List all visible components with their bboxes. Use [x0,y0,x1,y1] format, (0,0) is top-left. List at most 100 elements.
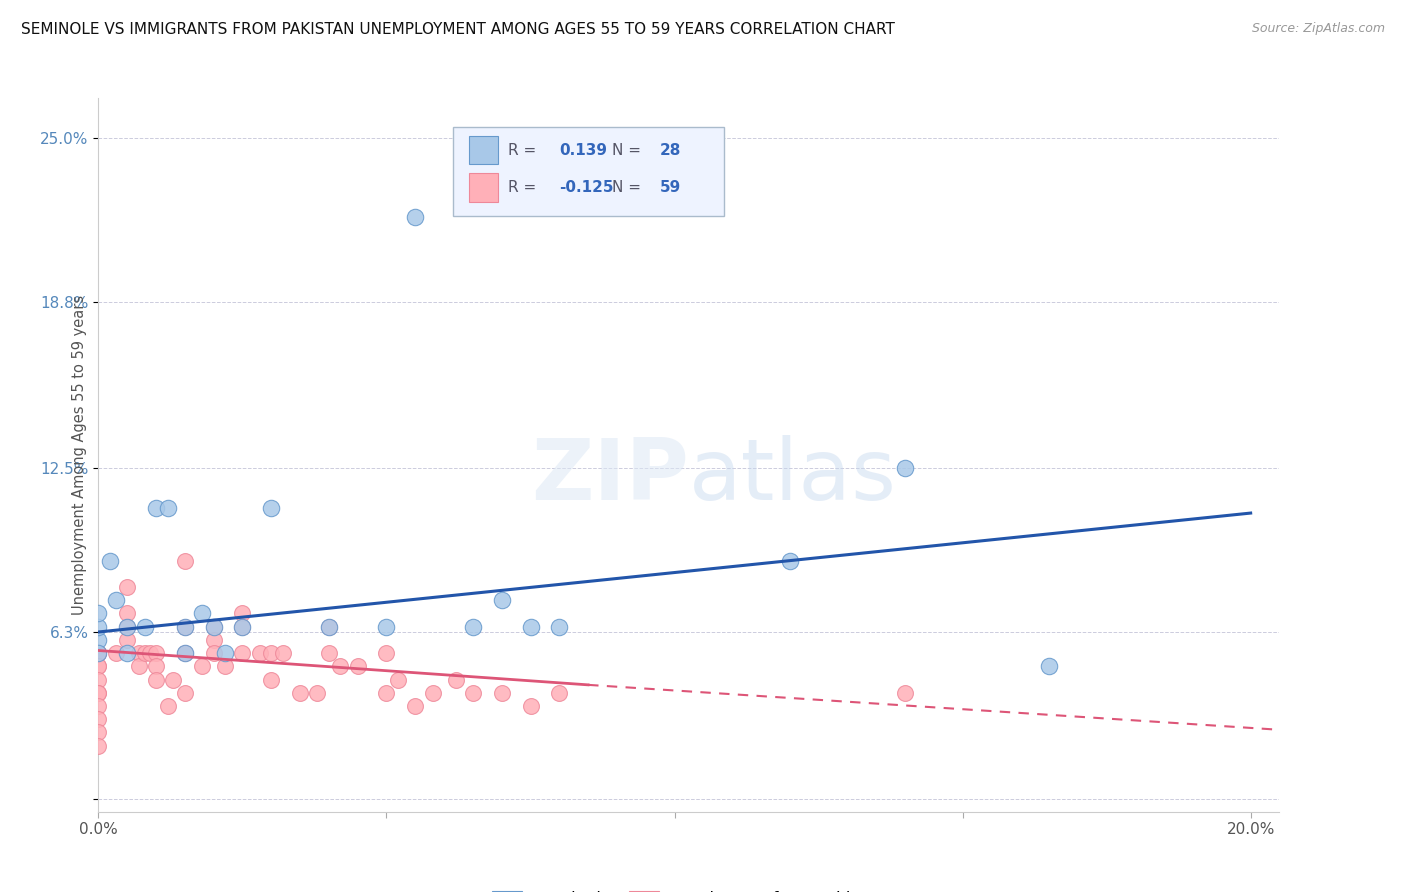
Point [87,620,110,634]
Text: Source: ZipAtlas.com: Source: ZipAtlas.com [1251,22,1385,36]
Point [894,686,917,700]
Point [87,686,110,700]
Point [87,646,110,660]
Point [115,620,138,634]
FancyBboxPatch shape [470,173,498,202]
Point [156,500,179,515]
Point [461,686,484,700]
Point [231,646,253,660]
Point [139,646,162,660]
Point [779,554,801,568]
Point [318,620,340,634]
Point [173,686,195,700]
Point [145,646,167,660]
FancyBboxPatch shape [470,136,498,164]
Point [87,698,110,713]
Point [260,500,283,515]
Text: ZIP: ZIP [531,434,689,518]
Point [87,646,110,660]
Point [202,620,225,634]
Point [87,725,110,739]
Point [87,646,110,660]
Point [115,646,138,660]
Point [173,620,195,634]
Point [87,607,110,621]
Text: 0.139: 0.139 [560,143,607,158]
Point [115,632,138,647]
Point [202,646,225,660]
Point [202,620,225,634]
Point [404,210,426,224]
Point [173,646,195,660]
Point [87,686,110,700]
Text: atlas: atlas [689,434,897,518]
Point [231,607,253,621]
Point [104,593,127,607]
Point [128,659,150,673]
Point [87,632,110,647]
Point [115,580,138,594]
Point [87,673,110,687]
Text: 59: 59 [659,180,681,194]
Point [87,712,110,726]
Text: N =: N = [612,180,645,194]
Point [307,686,329,700]
Point [249,646,271,660]
Point [231,620,253,634]
Point [145,500,167,515]
Text: SEMINOLE VS IMMIGRANTS FROM PAKISTAN UNEMPLOYMENT AMONG AGES 55 TO 59 YEARS CORR: SEMINOLE VS IMMIGRANTS FROM PAKISTAN UNE… [21,22,896,37]
Point [491,593,513,607]
Point [214,646,236,660]
Point [387,673,409,687]
Point [87,659,110,673]
Point [894,461,917,475]
Point [173,646,195,660]
Text: -0.125: -0.125 [560,180,613,194]
Text: R =: R = [508,143,541,158]
Point [87,646,110,660]
Point [375,646,398,660]
Point [260,673,283,687]
Point [444,673,467,687]
Point [519,620,541,634]
Point [375,686,398,700]
Point [288,686,311,700]
Point [271,646,294,660]
Text: N =: N = [612,143,645,158]
Point [404,698,426,713]
Point [491,686,513,700]
Point [134,620,156,634]
Point [231,620,253,634]
Point [115,620,138,634]
Text: R =: R = [508,180,541,194]
Point [375,620,398,634]
Point [548,686,571,700]
Point [145,659,167,673]
Point [346,659,368,673]
Point [173,620,195,634]
Point [191,659,214,673]
FancyBboxPatch shape [453,127,724,216]
Point [134,646,156,660]
Point [260,646,283,660]
Text: 28: 28 [659,143,681,158]
Point [519,698,541,713]
Point [329,659,352,673]
Point [202,632,225,647]
Y-axis label: Unemployment Among Ages 55 to 59 years: Unemployment Among Ages 55 to 59 years [72,295,87,615]
Point [318,620,340,634]
Point [173,554,195,568]
Point [115,607,138,621]
Point [1038,659,1060,673]
Point [318,646,340,660]
Point [191,607,214,621]
Point [98,554,121,568]
Point [145,673,167,687]
Point [156,698,179,713]
Point [87,659,110,673]
Point [104,646,127,660]
Point [128,646,150,660]
Point [87,739,110,753]
Point [422,686,444,700]
Point [461,620,484,634]
